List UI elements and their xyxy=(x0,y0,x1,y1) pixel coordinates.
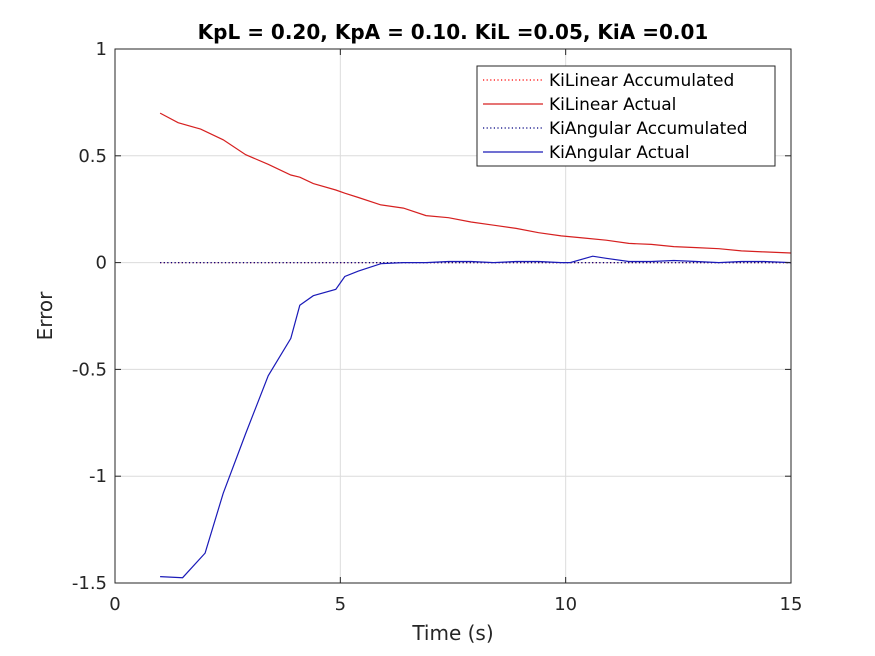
x-tick-label: 15 xyxy=(780,594,803,615)
legend-box xyxy=(476,65,776,167)
series-lines xyxy=(159,112,792,579)
series-line-4 xyxy=(160,255,792,579)
x-axis-label: Time (s) xyxy=(411,621,493,645)
legend-label: KiLinear Actual xyxy=(549,95,676,115)
y-tick-label: -0.5 xyxy=(72,359,107,380)
y-tick-label: -1.5 xyxy=(72,573,107,594)
y-axis-label: Error xyxy=(33,291,57,341)
y-tick-label: 0.5 xyxy=(78,146,107,167)
chart-title: KpL = 0.20, KpA = 0.10. KiL =0.05, KiA =… xyxy=(198,20,709,44)
x-tick-label: 5 xyxy=(335,594,346,615)
y-tick-label: 1 xyxy=(96,39,107,60)
legend-label: KiAngular Actual xyxy=(549,143,690,163)
legend-label: KiAngular Accumulated xyxy=(549,119,748,139)
x-tick-label: 0 xyxy=(109,594,120,615)
axis-ticks: 0 5 10 15 -1.5 -1 -0.5 0 0.5 1 xyxy=(72,39,803,615)
series-line-2 xyxy=(159,112,792,254)
y-tick-label: 0 xyxy=(96,253,107,274)
legend: KiLinear Accumulated KiLinear Actual KiAng… xyxy=(476,65,776,167)
plot-area-border xyxy=(114,48,792,584)
legend-label: KiLinear Accumulated xyxy=(549,71,734,91)
x-tick-label: 10 xyxy=(554,594,577,615)
y-tick-label: -1 xyxy=(89,466,107,487)
